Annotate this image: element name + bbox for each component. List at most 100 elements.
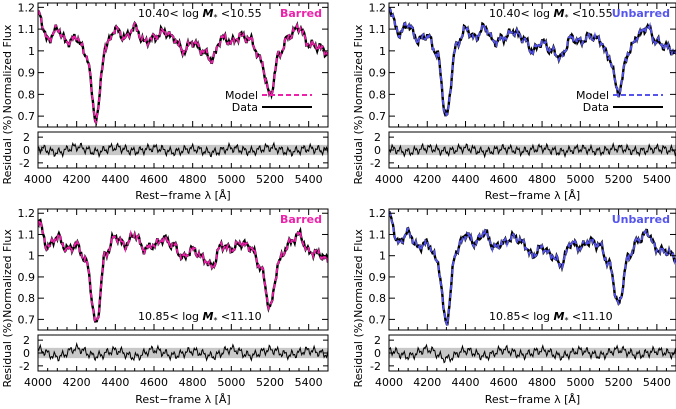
y-tick-label: 0.7	[369, 313, 387, 326]
x-tick-label: 5000	[217, 173, 245, 186]
y-tick-label: 0.7	[18, 313, 36, 326]
residual-band	[389, 144, 676, 156]
mass-range-suffix: <10.55	[568, 7, 612, 20]
x-tick-label: 5200	[256, 173, 284, 186]
y-tick-label: 1.1	[369, 228, 387, 241]
residual-y-tick-label: 0	[23, 144, 30, 157]
residual-area	[38, 141, 328, 159]
spectrum-lines	[38, 218, 328, 323]
x-tick-label: 4400	[101, 376, 129, 389]
residual-line	[38, 341, 328, 362]
y-tick-label: 1.1	[369, 23, 387, 36]
x-axis-title: Rest−frame λ [Å]	[135, 393, 230, 406]
residual-y-tick-label: -2	[370, 157, 381, 170]
y-tick-label: 0.9	[369, 271, 387, 284]
residual-y-tick-label: 2	[374, 334, 381, 347]
sample-label: Barred	[280, 213, 322, 226]
y-tick-label: 1.2	[369, 1, 387, 14]
legend-data-label: Data	[232, 101, 258, 114]
x-axis-title: Rest−frame λ [Å]	[485, 189, 580, 202]
x-tick-label: 4800	[179, 173, 207, 186]
y-tick-label: 1	[28, 45, 35, 58]
sample-label: Barred	[280, 7, 322, 20]
x-tick-label: 5400	[643, 173, 671, 186]
data-spectrum-line	[38, 9, 328, 126]
residual-y-tick-label: 2	[23, 131, 30, 144]
residual-y-tick-label: 0	[374, 347, 381, 360]
x-tick-label: 4200	[63, 173, 91, 186]
y-axis-title: Normalized Flux	[1, 229, 14, 318]
x-tick-label: 4600	[490, 173, 518, 186]
x-tick-label: 4000	[24, 376, 52, 389]
mass-range-suffix: <10.55	[217, 7, 261, 20]
x-tick-label: 4600	[490, 376, 518, 389]
spectrum-lines	[38, 9, 328, 126]
y-tick-label: 1	[28, 250, 35, 263]
mass-symbol: M	[202, 7, 213, 20]
x-tick-label: 4600	[140, 376, 168, 389]
mass-range-suffix: <11.10	[217, 310, 261, 323]
residual-band	[389, 347, 676, 359]
x-tick-label: 5200	[256, 376, 284, 389]
mass-range-annotation: 10.85< log M* <11.10	[489, 310, 613, 325]
model-spectrum-line	[389, 7, 676, 117]
legend-data-label: Data	[583, 101, 609, 114]
mass-subscript: *	[213, 316, 217, 325]
residual-y-tick-label: -2	[370, 360, 381, 373]
residual-line	[389, 343, 676, 364]
residual-line	[389, 141, 676, 159]
x-tick-label: 4400	[452, 376, 480, 389]
mass-range-suffix: <11.10	[568, 310, 612, 323]
residual-area	[389, 343, 676, 364]
y-tick-label: 1.1	[18, 228, 36, 241]
x-axis-title: Rest−frame λ [Å]	[135, 189, 230, 202]
y-tick-label: 1.1	[18, 23, 36, 36]
legend-model-label: Model	[225, 89, 258, 102]
y-axis-title: Normalized Flux	[352, 24, 365, 113]
mass-range-prefix: 10.85< log	[138, 310, 202, 323]
x-tick-label: 5400	[295, 376, 323, 389]
y-tick-label: 0.7	[18, 110, 36, 123]
y-axis-title: Normalized Flux	[1, 24, 14, 113]
residual-y-axis-title: Residual (%)	[352, 319, 365, 388]
y-axis-title: Normalized Flux	[352, 229, 365, 318]
spectrum-panel-4: 4000 4200 4400 4600 4800 5000 5200 5400 0.7 0.8 0.…	[352, 207, 676, 406]
x-tick-label: 5200	[605, 173, 633, 186]
mass-range-annotation: 10.40< log M* <10.55	[138, 7, 262, 22]
x-tick-label: 5200	[605, 376, 633, 389]
y-tick-label: 1	[379, 250, 386, 263]
x-tick-label: 4800	[528, 173, 556, 186]
mass-symbol: M	[553, 7, 564, 20]
residual-area	[389, 141, 676, 159]
y-tick-label: 0.8	[369, 88, 387, 101]
y-tick-label: 1.2	[18, 1, 36, 14]
model-spectrum-line	[38, 9, 328, 125]
residual-y-axis-title: Residual (%)	[1, 116, 14, 185]
x-tick-label: 4200	[63, 376, 91, 389]
sample-label: Unbarred	[612, 7, 670, 20]
y-tick-label: 1	[379, 45, 386, 58]
spectrum-frame	[388, 2, 676, 128]
residual-y-tick-label: 0	[23, 347, 30, 360]
residual-y-tick-label: 2	[23, 334, 30, 347]
y-tick-label: 0.8	[18, 88, 36, 101]
data-spectrum-line	[389, 7, 676, 118]
mass-subscript: *	[564, 13, 568, 22]
x-tick-label: 5400	[295, 173, 323, 186]
mass-range-prefix: 10.85< log	[489, 310, 553, 323]
x-tick-label: 4200	[413, 173, 441, 186]
model-spectrum-line	[389, 211, 676, 326]
spectrum-panel-3: 4000 4200 4400 4600 4800 5000 5200 5400 0.7 0.8 0.…	[1, 207, 329, 406]
x-tick-label: 4000	[24, 173, 52, 186]
spectrum-lines	[389, 7, 676, 118]
x-tick-label: 4800	[179, 376, 207, 389]
spectrum-lines	[389, 210, 676, 326]
y-tick-label: 0.9	[18, 271, 36, 284]
mass-symbol: M	[202, 310, 213, 323]
mass-subscript: *	[564, 316, 568, 325]
y-tick-label: 0.8	[369, 292, 387, 305]
data-spectrum-line	[38, 218, 328, 323]
y-tick-label: 1.2	[18, 207, 36, 220]
x-tick-label: 4000	[375, 376, 403, 389]
mass-symbol: M	[553, 310, 564, 323]
